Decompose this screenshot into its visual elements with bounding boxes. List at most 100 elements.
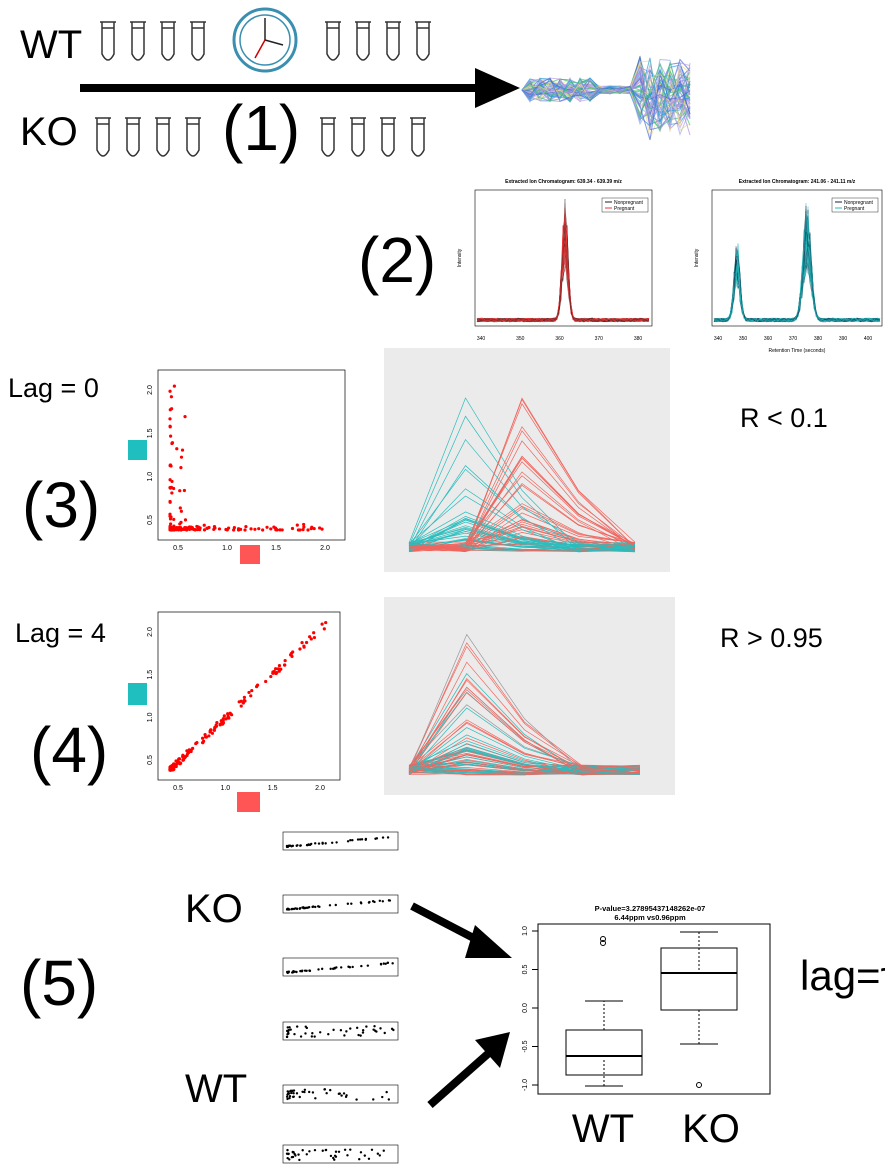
tick-label: 1.0: [147, 712, 154, 722]
point: [311, 905, 314, 909]
wt-label: WT: [185, 1067, 247, 1111]
point: [298, 1095, 301, 1099]
point: [253, 527, 257, 531]
trace: [408, 633, 641, 772]
point: [366, 964, 370, 967]
point: [300, 970, 304, 973]
point: [212, 527, 216, 532]
point: [346, 1154, 349, 1157]
point: [308, 1090, 311, 1094]
point: [239, 704, 243, 708]
trace: [408, 529, 636, 552]
point: [172, 486, 176, 491]
point: [198, 528, 202, 532]
boxplot-subtitle: 6.44ppm vs0.96ppm: [614, 913, 686, 922]
tube: [130, 21, 146, 61]
point: [283, 663, 287, 667]
scatter-plot: 0.5 0.5 1.0 1.0 1.5 1.5 2.0 2.0: [147, 369, 346, 552]
point: [274, 667, 278, 671]
point: [228, 711, 232, 715]
point: [344, 1095, 348, 1099]
point: [351, 839, 354, 842]
point: [168, 417, 172, 421]
tick-label: 1.5: [147, 670, 154, 680]
point: [299, 844, 302, 847]
point: [209, 728, 213, 732]
point: [351, 965, 354, 969]
point: [169, 434, 173, 438]
color-key: [237, 792, 260, 812]
point: [265, 525, 269, 529]
point: [170, 441, 174, 446]
point: [329, 967, 332, 971]
point: [314, 842, 317, 845]
point: [314, 905, 317, 909]
point: [374, 837, 377, 840]
point: [292, 1091, 295, 1095]
point: [292, 970, 295, 974]
step-number: (2): [358, 224, 436, 296]
point: [310, 1035, 314, 1038]
point: [295, 1092, 299, 1095]
point: [232, 525, 236, 530]
trace: [408, 765, 641, 775]
tick-label: 2.0: [315, 785, 325, 792]
legend-entry: Pregnant: [614, 206, 635, 212]
point: [296, 844, 299, 847]
point: [305, 1153, 308, 1156]
point: [179, 509, 183, 513]
point: [382, 962, 386, 965]
point: [302, 525, 306, 529]
point: [343, 1148, 347, 1151]
point: [355, 1026, 359, 1030]
point: [187, 527, 192, 532]
tick-label: 1.5: [268, 785, 278, 792]
point: [170, 407, 174, 411]
point: [306, 906, 309, 909]
point: [318, 905, 321, 909]
point: [272, 525, 276, 529]
point: [333, 1154, 337, 1157]
tick-label: 350: [516, 336, 525, 342]
tick-label: 0.0: [522, 1003, 529, 1013]
trace: [521, 84, 691, 117]
point: [177, 757, 181, 761]
point: [288, 1096, 291, 1100]
point: [286, 1097, 289, 1101]
point: [286, 1026, 289, 1029]
point: [168, 514, 172, 518]
step-number: (5): [20, 947, 98, 1019]
trace: [408, 749, 641, 774]
point: [238, 527, 243, 531]
point: [298, 907, 301, 910]
point: [244, 524, 248, 529]
point: [250, 688, 254, 693]
point: [386, 961, 389, 965]
point: [333, 1158, 336, 1161]
tube: [380, 117, 396, 157]
point: [287, 1030, 290, 1034]
point: [289, 844, 292, 847]
trace: [408, 525, 636, 548]
step-number: (1): [222, 92, 300, 164]
tick-label: 1.0: [522, 926, 529, 936]
trace: [408, 526, 636, 551]
point: [321, 1149, 324, 1152]
lag-label: lag=τ: [800, 952, 885, 999]
point: [317, 968, 320, 971]
tube: [385, 21, 401, 61]
point: [304, 640, 309, 645]
point: [271, 671, 276, 675]
point: [283, 659, 287, 663]
point: [301, 1149, 304, 1152]
tick-label: 1.5: [271, 545, 281, 552]
tick-label: 380: [814, 336, 823, 342]
point: [298, 1158, 301, 1162]
point: [305, 1026, 309, 1030]
point: [226, 526, 231, 530]
plot-frame: [282, 831, 399, 851]
point: [217, 527, 222, 531]
tube: [100, 21, 116, 61]
point: [376, 1152, 380, 1155]
point: [183, 415, 187, 419]
